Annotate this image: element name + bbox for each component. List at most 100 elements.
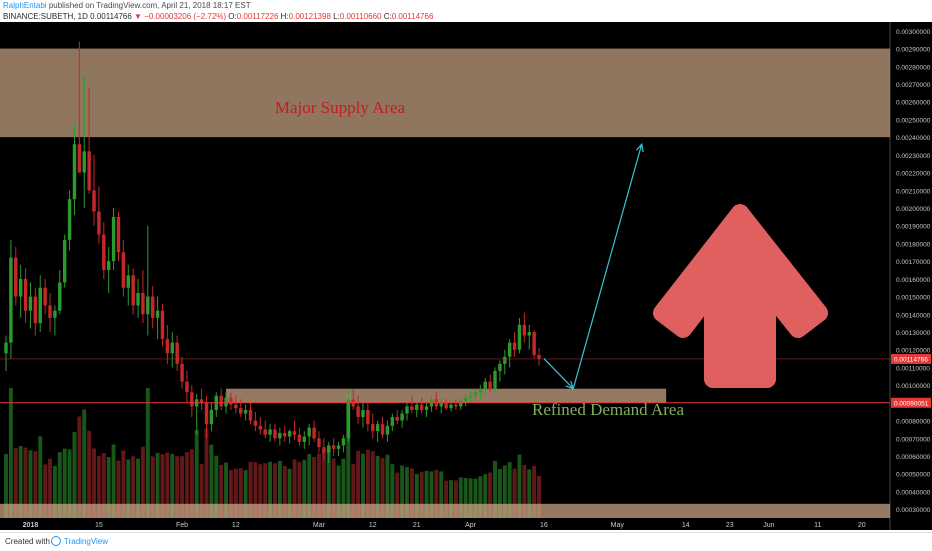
- candle-body: [488, 381, 492, 389]
- volume-bar: [87, 430, 92, 518]
- candle-body: [72, 144, 77, 200]
- volume-bar: [23, 447, 28, 518]
- volume-bar: [33, 451, 38, 518]
- volume-bar: [233, 468, 238, 518]
- candle-body: [33, 296, 38, 324]
- volume-bar: [478, 476, 483, 518]
- x-tick-label: 2018: [23, 522, 39, 529]
- volume-bar: [82, 409, 87, 518]
- y-tick-label: 0.00130000: [896, 330, 931, 337]
- candle-body: [155, 310, 160, 318]
- candle-body: [199, 399, 204, 403]
- time-scale[interactable]: 2018 15 Feb 12 Mar 12 21 Apr 16 May 14 23 Jun 11 20: [23, 522, 866, 529]
- volume-bar: [155, 452, 160, 518]
- x-tick-label: 15: [95, 522, 103, 529]
- volume-bar: [331, 458, 336, 518]
- author-link[interactable]: RalphEntabi: [3, 1, 47, 10]
- volume-bar: [38, 436, 43, 518]
- y-tick-label: 0.00300000: [896, 29, 931, 36]
- volume-bar: [400, 465, 405, 518]
- candle-body: [97, 211, 101, 235]
- price-scale[interactable]: 0.00300000 0.00290000 0.00280000 0.00270000…: [891, 29, 931, 514]
- candle-body: [268, 429, 272, 435]
- volume-bar: [483, 474, 488, 518]
- low-value: 0.00110660: [339, 12, 382, 21]
- candle-body: [18, 278, 23, 297]
- zone-rect: [0, 503, 890, 518]
- y-tick-label: 0.00190000: [896, 224, 931, 231]
- x-tick-label: Feb: [176, 522, 188, 529]
- volume-bar: [273, 463, 277, 518]
- candle-body: [336, 445, 341, 449]
- candle-body: [297, 434, 302, 442]
- candle-body: [410, 406, 414, 410]
- x-tick-label: Mar: [313, 522, 326, 529]
- candle-body: [385, 425, 390, 435]
- volume-bar: [468, 478, 473, 518]
- candle-body: [307, 427, 311, 437]
- tradingview-brand[interactable]: TradingView: [64, 537, 109, 546]
- volume-bar: [116, 460, 121, 518]
- candle-body: [527, 332, 531, 336]
- volume-bar: [189, 449, 194, 518]
- candle-body: [424, 406, 429, 410]
- y-tick-label: 0.00240000: [896, 135, 931, 142]
- volume-bar: [346, 394, 351, 518]
- volume-bar: [434, 469, 439, 518]
- open-label: O:: [228, 12, 237, 21]
- price-chart[interactable]: Major Supply Area Refined Demand Area 0.…: [0, 22, 932, 530]
- candle-body: [415, 404, 419, 410]
- volume-bar: [204, 428, 209, 518]
- annotations: Major Supply Area Refined Demand Area: [275, 98, 828, 419]
- volume-bar: [287, 468, 292, 518]
- y-tick-label: 0.00160000: [896, 277, 931, 284]
- created-with-text: Created with: [5, 537, 50, 546]
- volume-bar: [312, 456, 317, 518]
- volume-bar: [336, 465, 341, 518]
- volume-bar: [228, 470, 233, 518]
- level-tag: [891, 397, 931, 408]
- candle-body: [102, 234, 106, 270]
- y-tick-label: 0.00060000: [896, 454, 931, 461]
- projection-arrowhead-up: [635, 142, 644, 153]
- candle-body: [48, 305, 52, 318]
- volume-bar: [439, 471, 444, 518]
- y-tick-label: 0.00180000: [896, 241, 931, 248]
- y-tick-label: 0.00040000: [896, 489, 931, 496]
- volume-bar: [248, 461, 253, 518]
- volume-bar: [405, 467, 409, 518]
- volume-bar: [502, 465, 507, 518]
- volume-bar: [512, 468, 517, 518]
- x-tick-label: Jun: [763, 522, 774, 529]
- volume-bar: [160, 454, 165, 518]
- candle-body: [395, 417, 399, 421]
- candle-body: [136, 293, 140, 306]
- candle-body: [517, 324, 522, 350]
- volume-bar: [150, 456, 155, 518]
- candle-body: [498, 363, 502, 371]
- volume-bar: [126, 459, 131, 518]
- volume-bar: [473, 478, 478, 518]
- candle-body: [126, 275, 130, 288]
- volume-bar: [341, 458, 346, 518]
- volume-bars: [4, 388, 541, 518]
- candle-body: [175, 342, 179, 364]
- candle-body: [224, 397, 228, 407]
- candle-body: [454, 404, 458, 407]
- candle-body: [419, 404, 424, 410]
- y-tick-label: 0.00120000: [896, 348, 931, 355]
- volume-bar: [277, 460, 282, 518]
- candle-body: [4, 342, 8, 354]
- candle-body: [292, 431, 297, 435]
- level-tag-label: 0.00090051: [894, 400, 929, 407]
- candle-body: [111, 216, 116, 262]
- x-tick-label: May: [611, 522, 625, 529]
- volume-bar: [449, 480, 453, 518]
- close-label: C:: [383, 12, 392, 21]
- x-tick-label: 16: [540, 522, 548, 529]
- y-tick-label: 0.00260000: [896, 100, 931, 107]
- volume-bar: [351, 464, 356, 518]
- price-scale-background: [890, 22, 932, 518]
- volume-bar: [175, 456, 180, 518]
- high-value: 0.00121398: [288, 12, 331, 21]
